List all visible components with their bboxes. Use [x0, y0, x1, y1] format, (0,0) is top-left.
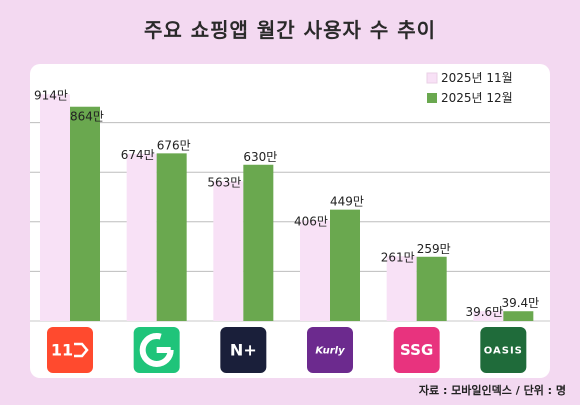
bar-5-dec [416, 256, 447, 321]
svg-text:Kurly: Kurly [315, 345, 345, 356]
data-label-6-dec: 39.4만 [501, 296, 539, 310]
bar-2-nov [126, 153, 157, 321]
bar-4-nov [300, 220, 330, 321]
kurly-logo: Kurly [307, 327, 353, 373]
chart-panel: 914만 864만 674만 676만 563만 630만 406만 449만 261만 259만… [30, 64, 550, 378]
bar-3-nov [213, 181, 244, 321]
svg-text:OASIS: OASIS [484, 345, 523, 356]
bar-6-dec [503, 311, 534, 321]
data-label-2-nov: 674만 [121, 148, 155, 162]
legend-swatch-2 [427, 93, 437, 103]
chart-title: 주요 쇼핑앱 월간 사용자 수 추이 [143, 18, 436, 42]
data-label-4-dec: 449만 [330, 195, 364, 209]
bar-1-nov [40, 94, 70, 321]
data-label-4-nov: 406만 [294, 214, 328, 228]
legend-label-1: 2025년 11월 [441, 71, 513, 85]
svg-text:11: 11 [51, 340, 73, 359]
gmarket-logo [133, 327, 180, 373]
11st-logo: 11 [47, 327, 93, 373]
data-label-1-nov: 914만 [34, 88, 68, 102]
ssg-logo: SSG [393, 327, 440, 373]
data-label-6-nov: 39.6만 [465, 305, 503, 319]
data-label-5-nov: 261만 [381, 250, 415, 264]
data-label-5-dec: 259만 [417, 242, 451, 256]
naver-plus-logo: N+ [220, 327, 267, 373]
data-label-3-nov: 563만 [207, 175, 241, 189]
bar-2-dec [156, 153, 187, 321]
legend-swatch-1 [426, 72, 438, 84]
bar-6-nov [473, 311, 504, 321]
data-label-1-dec: 864만 [70, 110, 104, 124]
legend-label-2: 2025년 12월 [441, 91, 513, 105]
bar-4-dec [330, 209, 360, 321]
data-label-2-dec: 676만 [157, 138, 191, 152]
bar-1-dec [70, 106, 100, 321]
bar-3-dec [243, 164, 274, 321]
svg-text:N+: N+ [230, 340, 257, 359]
bar-5-nov [386, 256, 417, 321]
source-note: 자료 : 모바일인덱스 / 단위 : 명 [418, 384, 566, 397]
svg-text:SSG: SSG [400, 341, 433, 359]
data-label-3-dec: 630만 [243, 150, 277, 164]
oasis-logo: OASIS [480, 327, 527, 373]
